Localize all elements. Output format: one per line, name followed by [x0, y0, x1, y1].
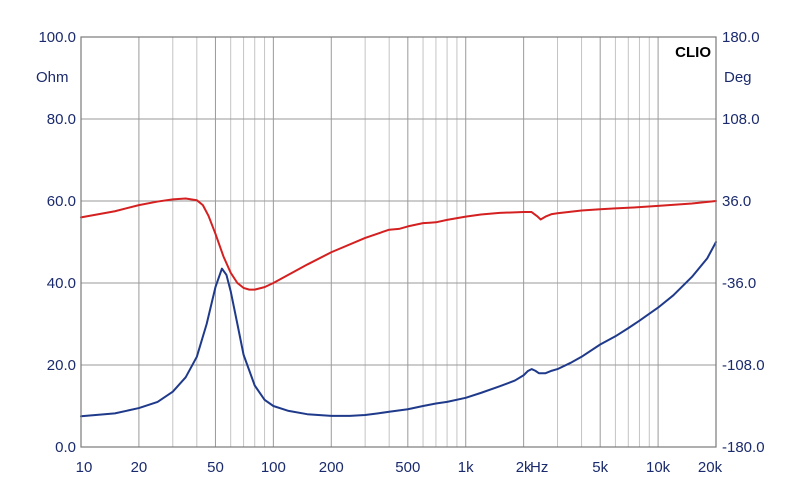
left-tick-label: 40.0	[47, 275, 76, 292]
x-axis-unit: Hz	[530, 459, 548, 476]
right-axis-unit: Deg	[724, 69, 752, 86]
plot-frame	[80, 36, 717, 448]
x-tick-label: 1k	[458, 459, 474, 476]
left-tick-label: 60.0	[47, 193, 76, 210]
right-tick-label: 36.0	[722, 193, 751, 210]
x-tick-label: 200	[319, 459, 344, 476]
series-layer	[80, 197, 717, 418]
x-tick-label: 500	[395, 459, 420, 476]
x-tick-label: 100	[261, 459, 286, 476]
x-tick-label: 20	[131, 459, 148, 476]
minor-grid	[172, 37, 650, 447]
x-tick-label: 10	[76, 459, 93, 476]
left-axis-tick-labels: 0.0 20.0 40.0 60.0 80.0 100.0	[38, 29, 76, 456]
right-axis-tick-labels: -180.0 -108.0 -36.0 36.0 108.0 180.0	[722, 29, 765, 456]
clio-brand-label: CLIO	[675, 44, 711, 61]
left-tick-label: 80.0	[47, 111, 76, 128]
x-tick-label: 20k	[698, 459, 723, 476]
right-tick-label: -180.0	[722, 439, 765, 456]
right-tick-label: 180.0	[722, 29, 760, 46]
x-tick-label: 2k	[516, 459, 532, 476]
x-axis-tick-labels: 10 20 50 100 200 500 1k 2k 5k 10k 20k	[76, 459, 723, 476]
right-tick-label: 108.0	[722, 111, 760, 128]
phase-curve	[80, 197, 717, 291]
left-tick-label: 100.0	[38, 29, 76, 46]
left-axis-unit: Ohm	[36, 69, 69, 86]
x-tick-label: 5k	[592, 459, 608, 476]
plot-background	[81, 37, 716, 447]
left-tick-label: 0.0	[55, 439, 76, 456]
x-tick-label: 50	[207, 459, 224, 476]
right-tick-label: -108.0	[722, 357, 765, 374]
impedance-curve	[80, 241, 717, 418]
right-tick-label: -36.0	[722, 275, 756, 292]
x-tick-label: 10k	[646, 459, 671, 476]
left-tick-label: 20.0	[47, 357, 76, 374]
